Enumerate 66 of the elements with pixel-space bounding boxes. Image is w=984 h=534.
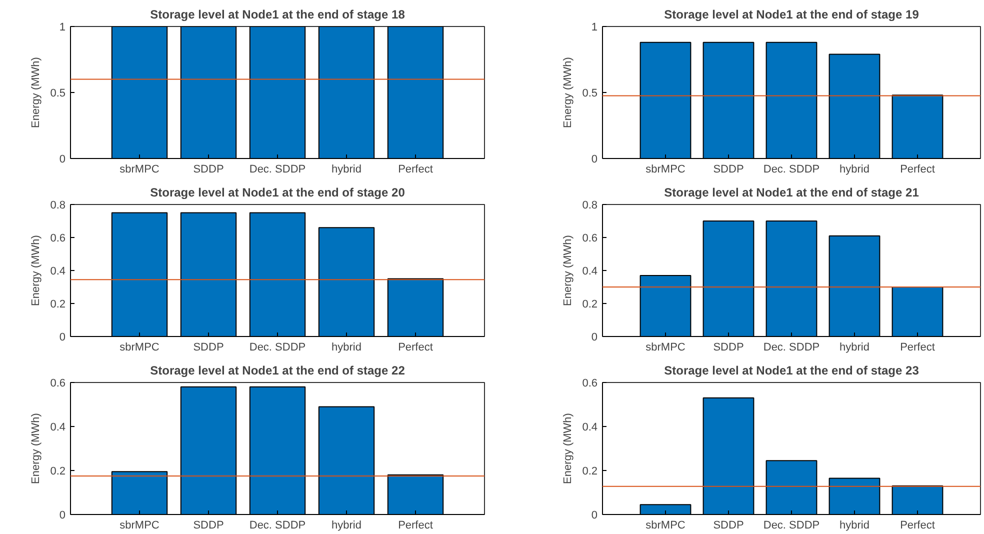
- chart-title: Storage level at Node1 at the end of stage 23: [664, 364, 920, 378]
- x-tick-label: SDDP: [193, 520, 224, 532]
- y-tick-label: 0.4: [50, 266, 66, 278]
- x-tick-label: Perfect: [398, 342, 433, 354]
- y-tick-label: 0.4: [582, 266, 598, 278]
- y-tick-label: 0.4: [582, 422, 598, 434]
- y-tick-label: 1: [59, 22, 66, 34]
- x-tick-label: SDDP: [713, 520, 744, 532]
- y-tick-label: 0.2: [50, 466, 66, 478]
- x-tick-label: Dec. SDDP: [249, 342, 306, 354]
- y-tick-label: 0.4: [50, 422, 66, 434]
- chart-title: Storage level at Node1 at the end of stage 21: [664, 186, 920, 200]
- x-tick-label: SDDP: [193, 342, 224, 354]
- x-tick-label: SDDP: [713, 342, 744, 354]
- x-tick-label: Dec. SDDP: [249, 164, 306, 176]
- x-tick-label: sbrMPC: [120, 164, 160, 176]
- x-tick-label: hybrid: [332, 520, 362, 532]
- chart-title: Storage level at Node1 at the end of stage 22: [150, 364, 406, 378]
- x-tick-label: Perfect: [398, 520, 433, 532]
- x-tick-label: sbrMPC: [120, 342, 160, 354]
- x-tick-label: Perfect: [398, 164, 433, 176]
- x-tick-label: hybrid: [840, 520, 870, 532]
- y-tick-label: 0: [59, 332, 66, 344]
- y-tick-label: 0.5: [582, 88, 598, 100]
- x-tick-label: hybrid: [332, 342, 362, 354]
- x-tick-label: Dec. SDDP: [249, 520, 306, 532]
- x-tick-label: hybrid: [840, 342, 870, 354]
- x-tick-label: hybrid: [840, 164, 870, 176]
- x-tick-label: Dec. SDDP: [763, 520, 820, 532]
- y-tick-label: 0.2: [50, 298, 66, 310]
- y-axis-title: Energy (MWh): [562, 413, 574, 484]
- x-tick-label: Perfect: [900, 520, 935, 532]
- x-tick-label: sbrMPC: [646, 164, 686, 176]
- y-tick-label: 0: [59, 510, 66, 522]
- y-tick-label: 0.8: [582, 200, 598, 212]
- chart-title: Storage level at Node1 at the end of stage 20: [150, 186, 406, 200]
- chart-title: Storage level at Node1 at the end of stage 18: [150, 8, 406, 22]
- y-tick-label: 0.6: [50, 232, 66, 244]
- x-tick-label: sbrMPC: [646, 520, 686, 532]
- y-tick-label: 0.5: [50, 88, 66, 100]
- x-tick-label: SDDP: [193, 164, 224, 176]
- y-tick-label: 0: [591, 332, 598, 344]
- y-axis-title: Energy (MWh): [562, 57, 574, 128]
- chart-title: Storage level at Node1 at the end of stage 19: [664, 8, 920, 22]
- y-tick-label: 1: [591, 22, 598, 34]
- y-tick-label: 0.6: [582, 378, 598, 390]
- y-tick-label: 0.2: [582, 466, 598, 478]
- y-tick-label: 0: [591, 154, 598, 166]
- y-axis-title: Energy (MWh): [30, 235, 42, 306]
- y-tick-label: 0.6: [582, 232, 598, 244]
- x-tick-label: Perfect: [900, 342, 935, 354]
- y-tick-label: 0.6: [50, 378, 66, 390]
- y-tick-label: 0.2: [582, 298, 598, 310]
- y-axis-title: Energy (MWh): [562, 235, 574, 306]
- x-tick-label: Dec. SDDP: [763, 342, 820, 354]
- y-tick-label: 0.8: [50, 200, 66, 212]
- y-tick-label: 0: [59, 154, 66, 166]
- x-tick-label: sbrMPC: [646, 342, 686, 354]
- x-tick-label: Perfect: [900, 164, 935, 176]
- x-tick-label: Dec. SDDP: [763, 164, 820, 176]
- y-axis-title: Energy (MWh): [30, 413, 42, 484]
- x-tick-label: sbrMPC: [120, 520, 160, 532]
- x-tick-label: SDDP: [713, 164, 744, 176]
- y-tick-label: 0: [591, 510, 598, 522]
- y-axis-title: Energy (MWh): [30, 57, 42, 128]
- x-tick-label: hybrid: [332, 164, 362, 176]
